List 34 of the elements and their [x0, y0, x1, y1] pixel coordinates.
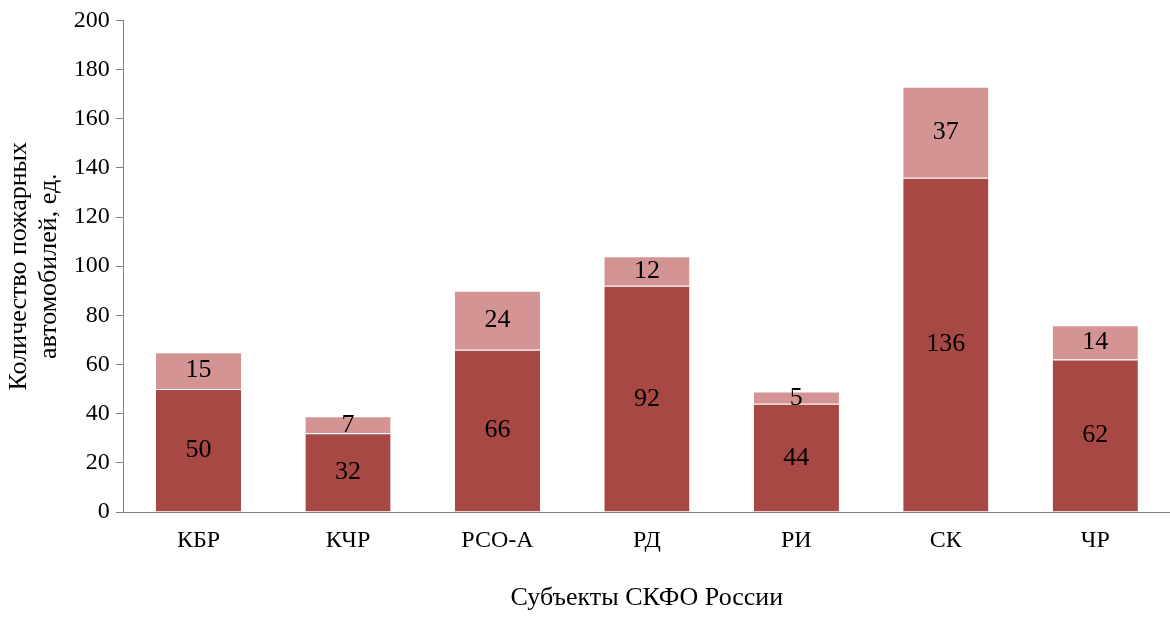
- y-tick-label: 40: [85, 398, 110, 425]
- y-tick-label: 60: [85, 349, 110, 376]
- y-tick-label: 100: [73, 251, 110, 278]
- data-label: 136: [926, 328, 966, 358]
- y-tick-label: 0: [97, 497, 110, 524]
- x-tick-label: РД: [632, 525, 661, 552]
- data-label: 24: [484, 304, 511, 334]
- data-label: 15: [185, 354, 212, 384]
- y-tick-label: 160: [73, 104, 110, 131]
- y-tick-label: 120: [73, 202, 110, 229]
- data-label: 32: [334, 456, 361, 486]
- x-tick-label: СК: [929, 525, 963, 552]
- data-label: 14: [1082, 326, 1109, 356]
- x-tick-label: КЧР: [325, 525, 371, 552]
- y-tick-label: 80: [85, 300, 110, 327]
- y-axis-title: Количество пожарных автомобилей, ед.: [2, 141, 62, 391]
- x-tick-label: ЧР: [1080, 525, 1110, 552]
- data-label: 5: [789, 381, 803, 411]
- data-label: 92: [633, 382, 660, 412]
- data-label: 50: [185, 434, 212, 464]
- data-label: 44: [783, 441, 810, 471]
- data-label: 66: [484, 414, 511, 444]
- x-tick-label: КБР: [176, 525, 221, 552]
- data-label: 37: [932, 116, 959, 146]
- y-tick-label: 140: [73, 153, 110, 180]
- x-tick-label: РСО-А: [461, 525, 535, 552]
- y-tick-label: 200: [73, 5, 110, 32]
- x-tick-label: РИ: [781, 525, 812, 552]
- y-tick-label: 180: [73, 54, 110, 81]
- y-tick-label: 20: [85, 448, 110, 475]
- x-axis-title: Субъекты СКФО России: [510, 582, 784, 612]
- data-label: 7: [341, 408, 355, 438]
- data-label: 62: [1082, 419, 1109, 449]
- data-label: 12: [633, 254, 660, 284]
